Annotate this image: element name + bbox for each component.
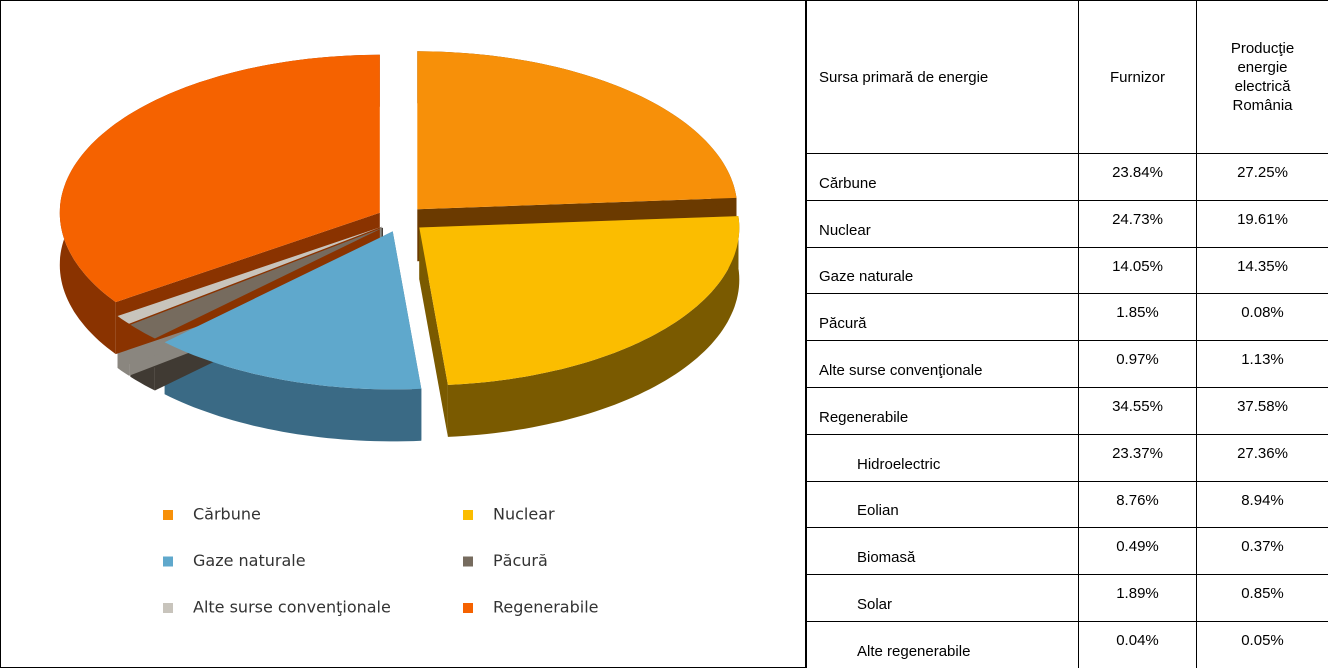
data-table: Sursa primară de energie Furnizor Producţi… [806, 0, 1328, 668]
row-label: Cărbune [806, 153, 1079, 201]
legend-label: Cărbune [193, 505, 261, 524]
row-label: Gaze naturale [806, 246, 1079, 295]
table-row: Gaze naturale 14.05% 14.35% [806, 246, 1328, 295]
row-label: Păcură [806, 293, 1079, 342]
value-cell: 8.94% [1196, 480, 1328, 529]
row-label: Alte surse convenţionale [806, 340, 1079, 388]
table-row: Hidroelectric 23.37% 27.36% [806, 433, 1328, 482]
header-text: Sursa primară de energie [819, 68, 989, 86]
row-label: Hidroelectric [806, 433, 1079, 482]
legend-label: Regenerabile [493, 598, 599, 617]
value-cell: 0.04% [1078, 620, 1197, 668]
header-cell: Sursa primară de energie [806, 0, 1079, 154]
value-cell: 0.85% [1196, 574, 1328, 622]
value-cell: 1.13% [1196, 340, 1328, 388]
legend-swatch [163, 556, 173, 567]
table-row: Regenerabile 34.55% 37.58% [806, 386, 1328, 435]
chart-panel: Cărbune Nuclear Gaze naturale Păcură Alte su… [0, 0, 806, 668]
slice [130, 227, 383, 339]
value-cell: 34.55% [1078, 386, 1197, 435]
slice [59, 54, 380, 303]
legend-swatch [163, 510, 173, 520]
value-cell: 0.97% [1078, 340, 1197, 388]
value-cell: 0.37% [1196, 527, 1328, 576]
slice-side [419, 227, 448, 437]
value-cell: 1.89% [1078, 574, 1197, 622]
table-row: Solar 1.89% 0.85% [806, 574, 1328, 622]
value-cell: 23.84% [1078, 153, 1197, 201]
table-row: Păcură 1.85% 0.08% [806, 293, 1328, 342]
header-text: Producţie energie electrică România [1230, 40, 1295, 114]
value-cell: 24.73% [1078, 199, 1197, 248]
legend-label: Gaze naturale [193, 551, 306, 570]
value-cell: 19.61% [1196, 199, 1328, 248]
table-row: Alte surse convenţionale 0.97% 1.13% [806, 340, 1328, 388]
slice-side [447, 216, 740, 437]
row-label: Solar [806, 574, 1079, 622]
header-row: Sursa primară de energie Furnizor Producţi… [806, 0, 1328, 154]
legend-swatch [163, 603, 173, 613]
legend-swatch [463, 510, 473, 520]
header-cell: Furnizor [1078, 0, 1197, 154]
row-label: Alte regenerabile [806, 620, 1079, 668]
value-cell: 1.85% [1078, 293, 1197, 342]
legend-swatch [463, 603, 473, 613]
value-cell: 23.37% [1078, 433, 1197, 482]
table-row: Cărbune 23.84% 27.25% [806, 153, 1328, 201]
value-cell: 14.05% [1078, 246, 1197, 295]
value-cell: 0.08% [1196, 293, 1328, 342]
row-label: Regenerabile [806, 386, 1079, 435]
slice [117, 226, 382, 324]
chart: Cărbune Nuclear Gaze naturale Păcură Alte su… [59, 51, 740, 617]
row-label: Eolian [806, 480, 1079, 529]
row-label: Biomasă [806, 527, 1079, 576]
legend-label: Păcură [493, 551, 548, 570]
legend-label: Nuclear [493, 505, 555, 524]
row-label: Nuclear [806, 199, 1079, 248]
slice [417, 51, 737, 210]
table-row: Nuclear 24.73% 19.61% [806, 199, 1328, 248]
value-cell: 27.36% [1196, 433, 1328, 482]
legend-label: Alte surse convenţionale [193, 598, 391, 617]
value-cell: 14.35% [1196, 246, 1328, 295]
value-cell: 0.05% [1196, 620, 1328, 668]
value-cell: 37.58% [1196, 386, 1328, 435]
value-cell: 8.76% [1078, 480, 1197, 529]
slice [419, 216, 740, 385]
slice-side [164, 342, 422, 442]
legend-swatch [463, 556, 473, 567]
header-cell: Producţie energie electrică România [1196, 0, 1328, 154]
header-text: Furnizor [1109, 68, 1165, 86]
value-cell: 0.49% [1078, 527, 1197, 576]
table-row: Biomasă 0.49% 0.37% [806, 527, 1328, 576]
slice [164, 231, 422, 390]
table-row: Eolian 8.76% 8.94% [806, 480, 1328, 529]
table-row: Alte regenerabile 0.04% 0.05% [806, 620, 1328, 668]
value-cell: 27.25% [1196, 153, 1328, 201]
